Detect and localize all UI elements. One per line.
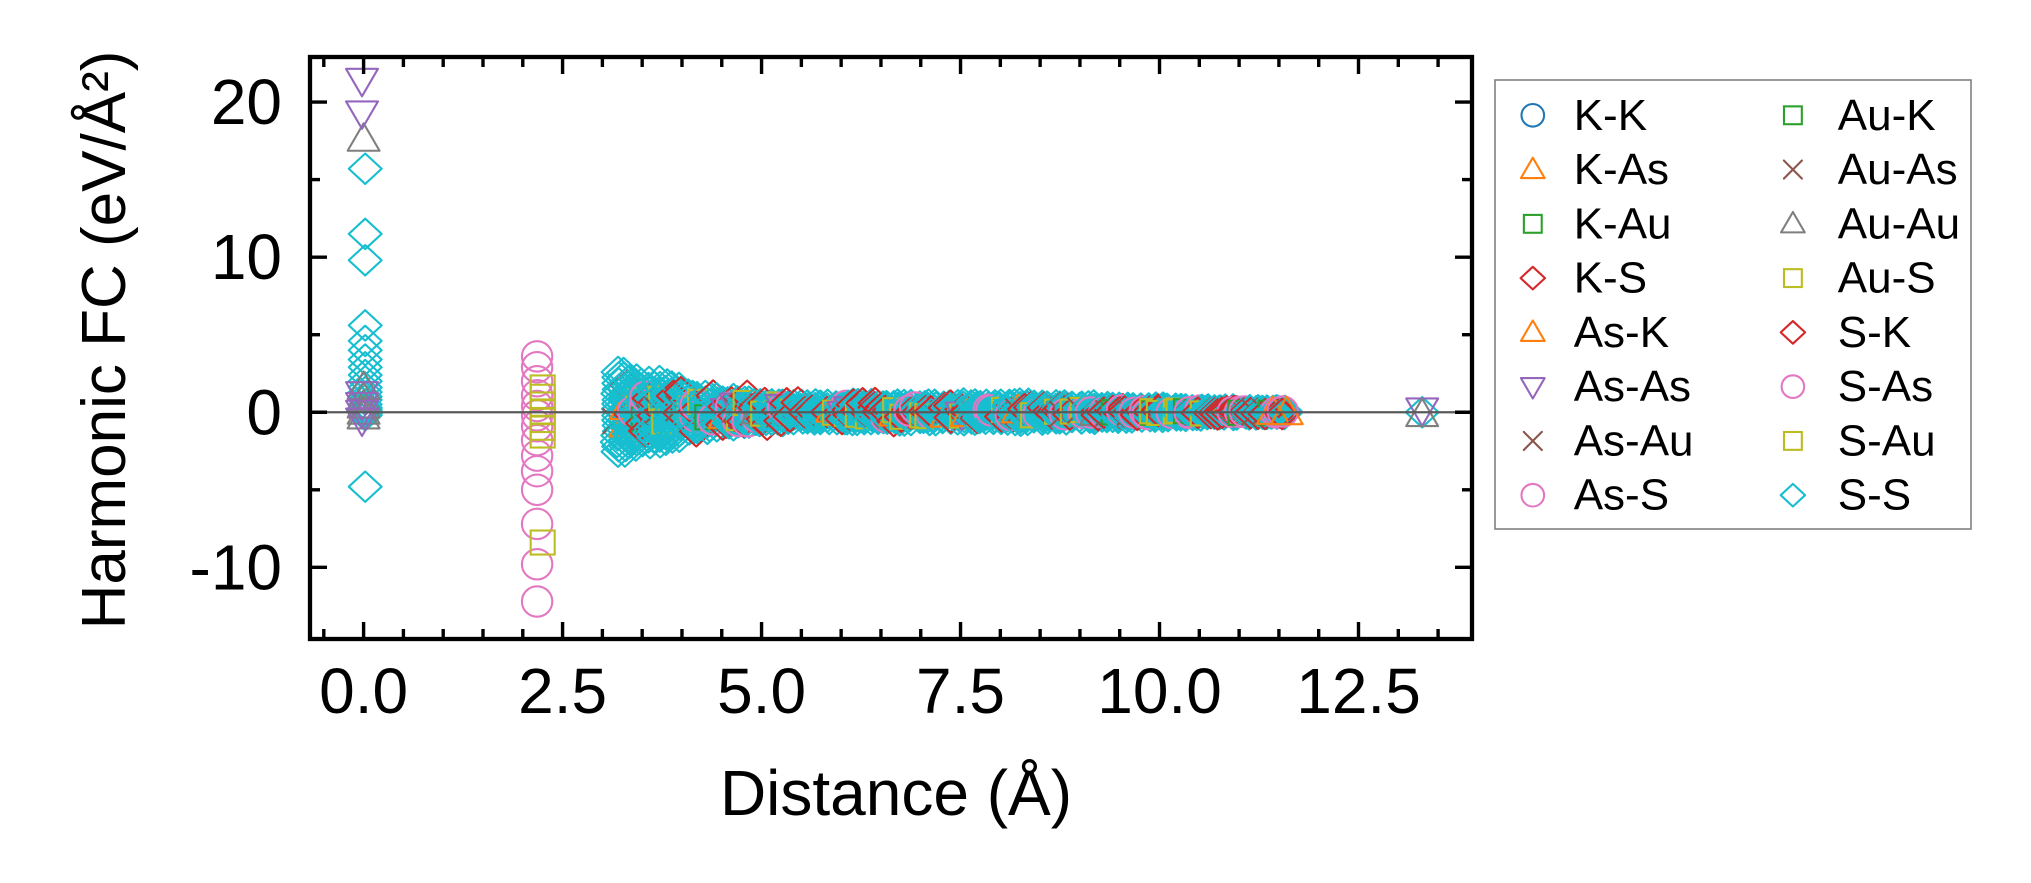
svg-text:Harmonic FC (eV/Å²): Harmonic FC (eV/Å²) (70, 51, 139, 630)
svg-text:Au-Au: Au-Au (1838, 199, 1960, 248)
svg-text:As-S: As-S (1574, 471, 1669, 520)
svg-text:0: 0 (246, 376, 282, 448)
svg-text:0.0: 0.0 (319, 655, 408, 727)
svg-text:As-K: As-K (1574, 308, 1669, 357)
svg-text:As-As: As-As (1574, 362, 1691, 411)
svg-text:20: 20 (211, 66, 282, 138)
svg-text:K-K: K-K (1574, 91, 1647, 140)
svg-text:Distance (Å): Distance (Å) (720, 757, 1072, 829)
svg-text:K-S: K-S (1574, 254, 1647, 303)
svg-text:10.0: 10.0 (1097, 655, 1222, 727)
svg-text:S-As: S-As (1838, 362, 1933, 411)
svg-text:7.5: 7.5 (916, 655, 1005, 727)
svg-text:-10: -10 (190, 531, 283, 603)
svg-text:Au-S: Au-S (1838, 254, 1936, 303)
svg-text:As-Au: As-Au (1574, 416, 1694, 465)
svg-text:Au-As: Au-As (1838, 145, 1958, 194)
svg-text:S-K: S-K (1838, 308, 1911, 357)
svg-text:S-S: S-S (1838, 471, 1911, 520)
svg-text:S-Au: S-Au (1838, 416, 1936, 465)
svg-text:5.0: 5.0 (717, 655, 806, 727)
svg-text:Au-K: Au-K (1838, 91, 1936, 140)
svg-text:10: 10 (211, 221, 282, 293)
svg-text:12.5: 12.5 (1296, 655, 1421, 727)
svg-text:K-As: K-As (1574, 145, 1669, 194)
svg-text:2.5: 2.5 (518, 655, 607, 727)
svg-text:K-Au: K-Au (1574, 199, 1672, 248)
